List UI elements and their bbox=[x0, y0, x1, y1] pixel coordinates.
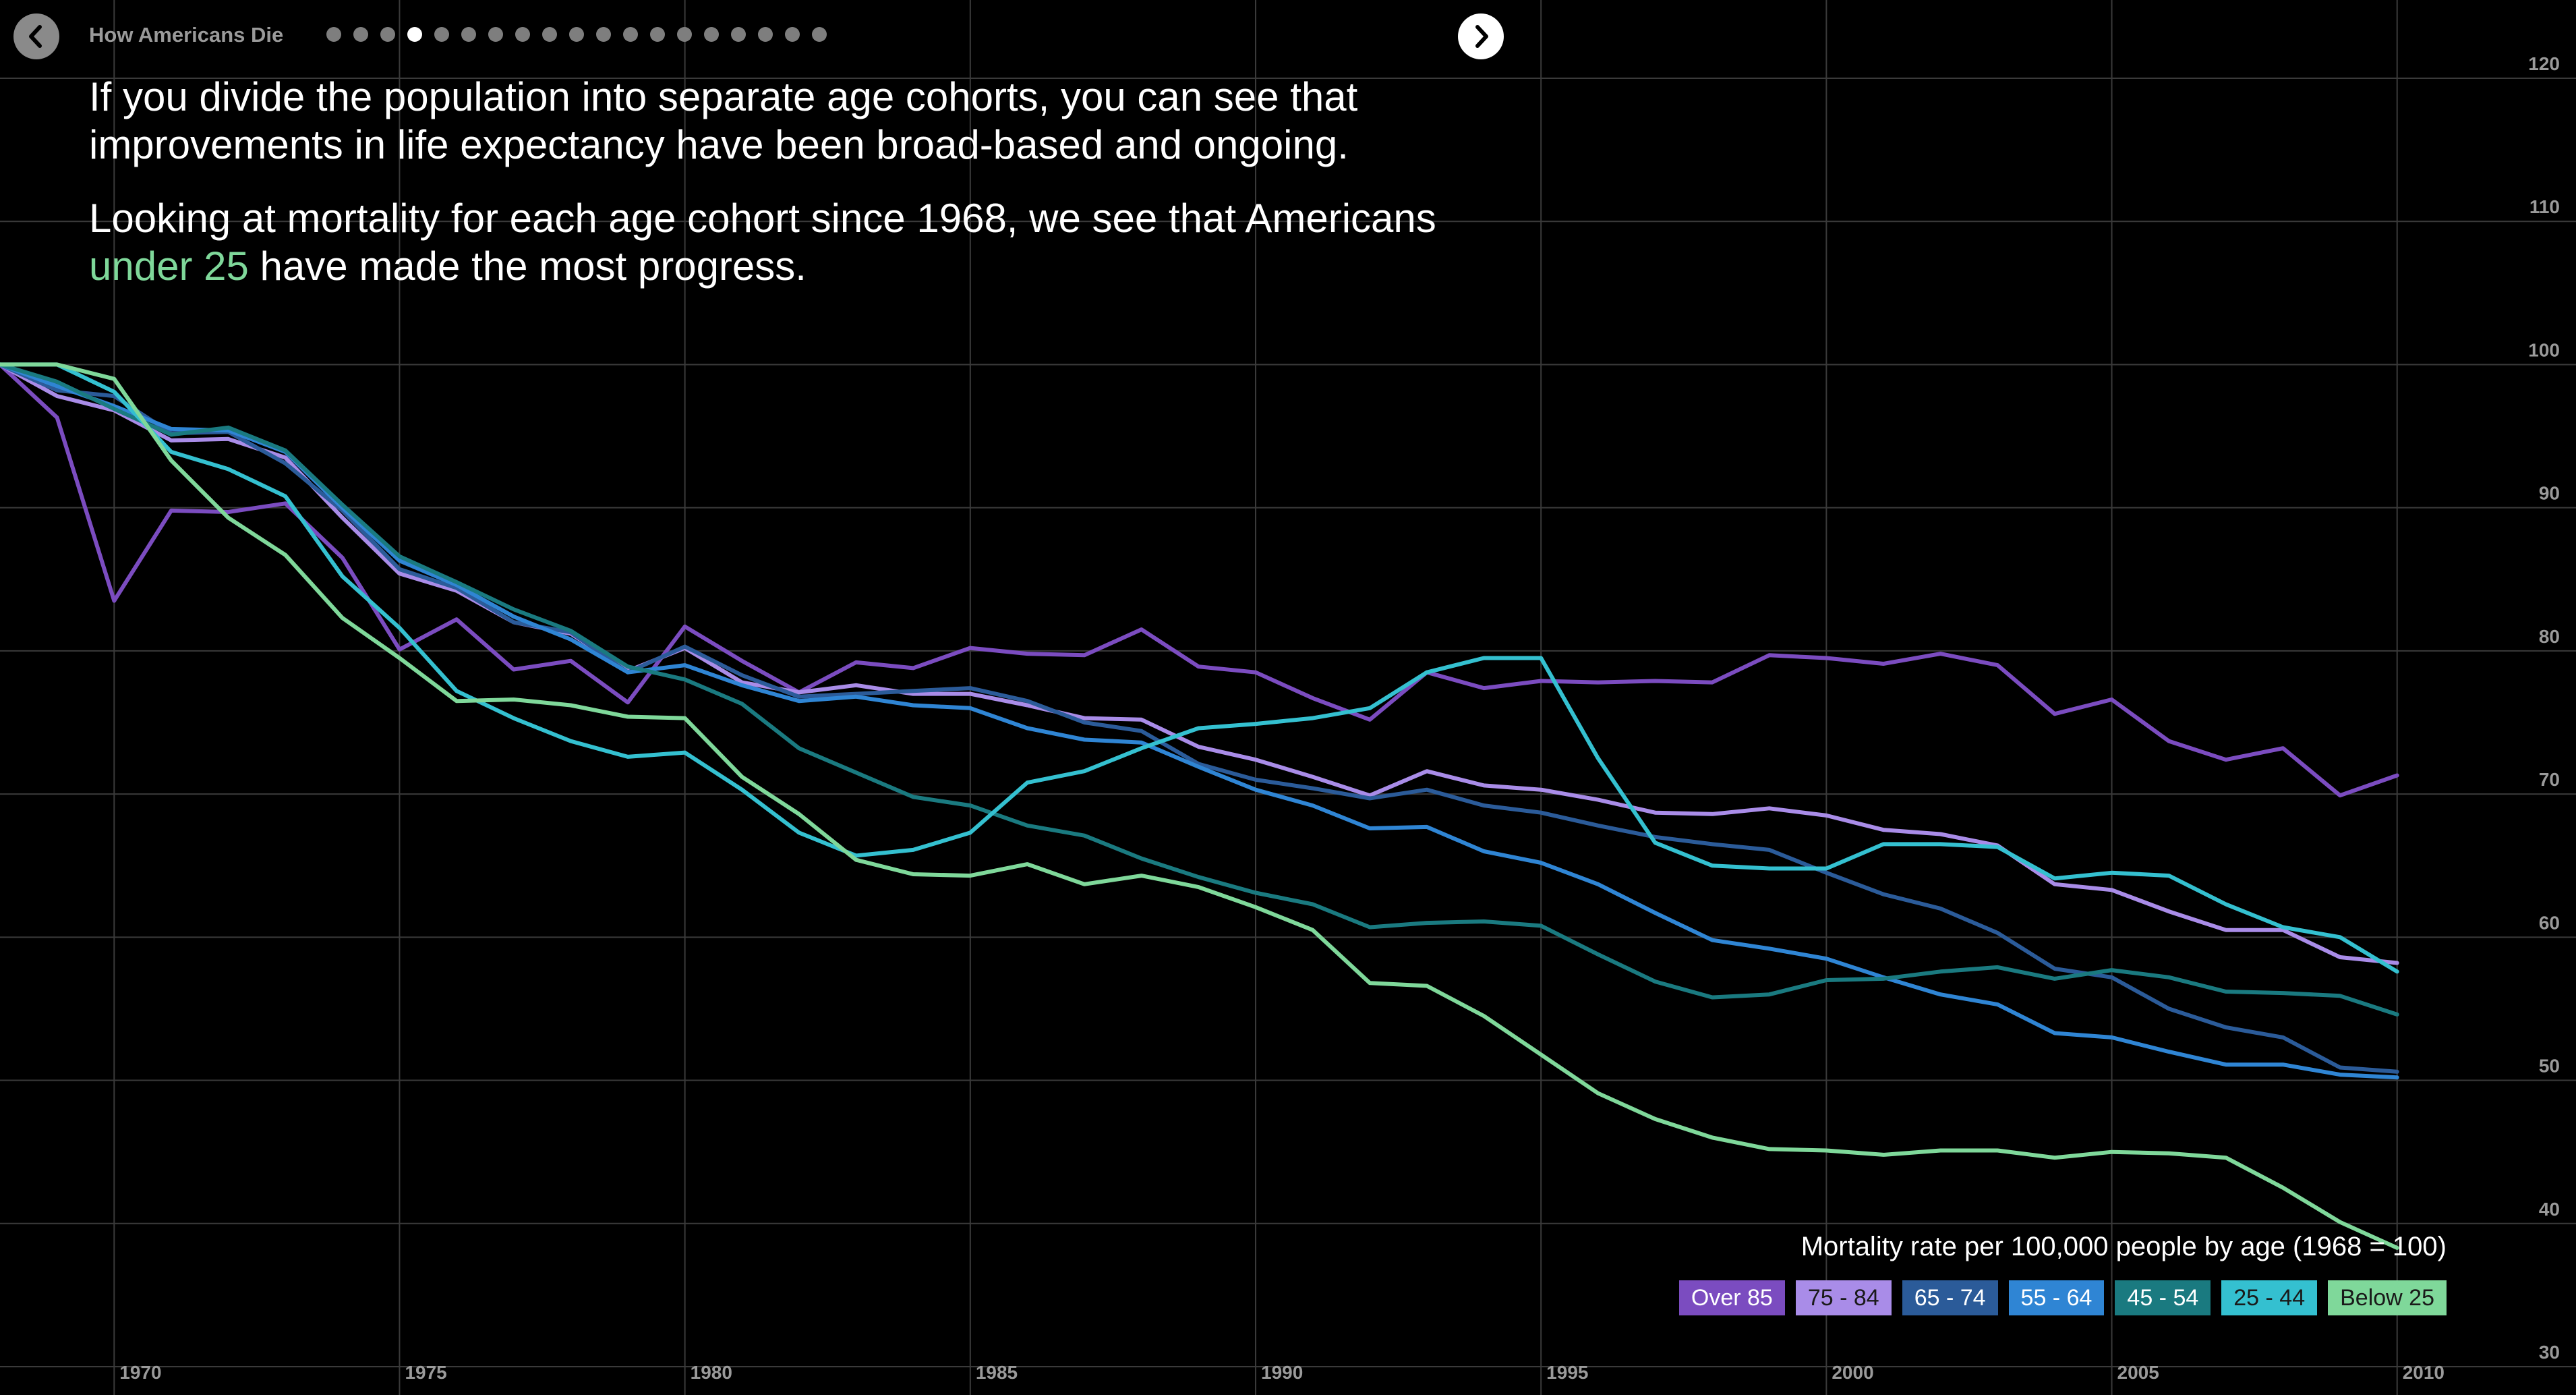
x-tick-label: 2010 bbox=[2403, 1362, 2445, 1383]
pagination-dot[interactable] bbox=[758, 27, 773, 42]
x-tick-label: 1990 bbox=[1261, 1362, 1303, 1383]
y-tick-label: 40 bbox=[2539, 1199, 2560, 1220]
narrative-paragraph-1: If you divide the population into separa… bbox=[89, 74, 1358, 167]
x-tick-label: 1975 bbox=[405, 1362, 446, 1383]
series-line-over-85[interactable] bbox=[0, 362, 2399, 798]
pagination-dot[interactable] bbox=[596, 27, 611, 42]
pagination-dot[interactable] bbox=[407, 27, 422, 42]
y-tick-label: 100 bbox=[2528, 339, 2560, 360]
y-tick-label: 70 bbox=[2539, 769, 2560, 790]
chevron-left-icon bbox=[29, 25, 42, 48]
pagination-dot[interactable] bbox=[542, 27, 557, 42]
series-line-65-74[interactable] bbox=[0, 362, 2399, 1074]
pagination-dot[interactable] bbox=[785, 27, 800, 42]
narrative-text-pre: Looking at mortality for each age cohort… bbox=[89, 196, 1436, 241]
pagination-dot[interactable] bbox=[812, 27, 827, 42]
y-tick-label: 120 bbox=[2528, 53, 2560, 74]
series-line-below-25[interactable] bbox=[0, 362, 2399, 1250]
series-line-45-54[interactable] bbox=[0, 362, 2399, 1017]
y-tick-label: 30 bbox=[2539, 1342, 2560, 1363]
y-tick-label: 90 bbox=[2539, 483, 2560, 504]
slide-pagination-dots bbox=[326, 27, 827, 42]
chart-legend: Over 85 75 - 84 65 - 74 55 - 64 45 - 54 25 - … bbox=[1678, 1280, 2447, 1315]
y-tick-label: 80 bbox=[2539, 626, 2560, 647]
legend-item-75-84[interactable]: 75 - 84 bbox=[1795, 1280, 1892, 1315]
series-line-25-44[interactable] bbox=[0, 362, 2399, 974]
pagination-dot[interactable] bbox=[434, 27, 449, 42]
y-tick-label: 110 bbox=[2529, 196, 2560, 217]
pagination-dot[interactable] bbox=[461, 27, 476, 42]
legend-item-below-25[interactable]: Below 25 bbox=[2328, 1280, 2447, 1315]
x-tick-label: 1970 bbox=[119, 1362, 161, 1383]
legend-item-over-85[interactable]: Over 85 bbox=[1678, 1280, 1785, 1315]
pagination-dot[interactable] bbox=[731, 27, 746, 42]
narrative-text-post: have made the most progress. bbox=[248, 244, 807, 289]
x-tick-label: 2000 bbox=[1832, 1362, 1873, 1383]
pagination-dot[interactable] bbox=[326, 27, 341, 42]
next-button[interactable] bbox=[1458, 13, 1504, 59]
x-tick-label: 1985 bbox=[976, 1362, 1018, 1383]
x-tick-label: 2005 bbox=[2117, 1362, 2159, 1383]
legend-item-25-44[interactable]: 25 - 44 bbox=[2221, 1280, 2318, 1315]
x-axis-ticks: 1970 1975 1980 1985 1990 1995 2000 2005 2010 bbox=[119, 1362, 2445, 1383]
pagination-dot[interactable] bbox=[515, 27, 530, 42]
legend-item-45-54[interactable]: 45 - 54 bbox=[2115, 1280, 2211, 1315]
x-tick-label: 1995 bbox=[1546, 1362, 1588, 1383]
pagination-dot[interactable] bbox=[353, 27, 368, 42]
pagination-dot[interactable] bbox=[380, 27, 395, 42]
legend-item-65-74[interactable]: 65 - 74 bbox=[1902, 1280, 1998, 1315]
legend-title: Mortality rate per 100,000 people by age… bbox=[1801, 1232, 2447, 1261]
series-line-55-64[interactable] bbox=[0, 362, 2399, 1080]
legend-item-55-64[interactable]: 55 - 64 bbox=[2008, 1280, 2105, 1315]
pagination-dot[interactable] bbox=[677, 27, 692, 42]
pagination-dot[interactable] bbox=[650, 27, 665, 42]
story-title: How Americans Die bbox=[89, 23, 284, 47]
pagination-dot[interactable] bbox=[569, 27, 584, 42]
x-tick-label: 1980 bbox=[691, 1362, 732, 1383]
back-button[interactable] bbox=[13, 13, 59, 59]
narrative-text: If you divide the population into separa… bbox=[89, 73, 1438, 316]
pagination-dot[interactable] bbox=[704, 27, 719, 42]
series-line-75-84[interactable] bbox=[0, 362, 2399, 965]
y-tick-label: 60 bbox=[2539, 912, 2560, 933]
y-axis-ticks: 30 40 50 60 70 80 90 100 110 120 bbox=[2528, 53, 2560, 1363]
narrative-paragraph-2: Looking at mortality for each age cohort… bbox=[89, 194, 1438, 290]
y-tick-label: 50 bbox=[2539, 1056, 2560, 1077]
pagination-dot[interactable] bbox=[488, 27, 503, 42]
chart-series bbox=[0, 362, 2399, 1250]
chevron-right-icon bbox=[1475, 25, 1488, 48]
pagination-dot[interactable] bbox=[623, 27, 638, 42]
highlight-under-25: under 25 bbox=[89, 244, 249, 289]
